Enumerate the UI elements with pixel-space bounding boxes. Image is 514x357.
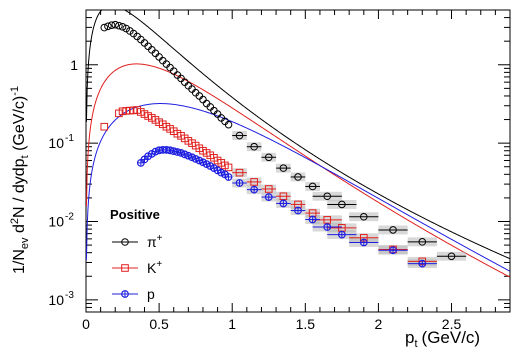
data-point bbox=[323, 192, 332, 201]
data-point bbox=[264, 193, 273, 201]
legend-title: Positive bbox=[110, 207, 160, 222]
data-point bbox=[235, 179, 244, 187]
marker-circle bbox=[235, 131, 244, 140]
marker-circle bbox=[250, 142, 258, 151]
marker-circle bbox=[111, 20, 120, 29]
y-tick-exponent: -2 bbox=[65, 211, 74, 222]
data-point bbox=[224, 173, 233, 181]
data-point bbox=[308, 182, 317, 191]
legend-marker bbox=[121, 290, 129, 298]
data-point bbox=[199, 95, 207, 104]
data-point bbox=[100, 23, 109, 32]
marker-circle bbox=[224, 120, 233, 129]
data-point bbox=[104, 22, 112, 31]
data-point bbox=[264, 153, 273, 162]
data-point bbox=[155, 53, 163, 61]
legend-marker bbox=[121, 264, 129, 272]
series-circle bbox=[100, 20, 467, 261]
marker-square bbox=[224, 163, 233, 172]
marker-square bbox=[100, 122, 109, 131]
legend-label: p bbox=[147, 286, 155, 302]
marker-circle bbox=[199, 95, 207, 104]
marker-circle bbox=[323, 192, 332, 201]
y-axis-label: 1/Nev d2N / dydpt (GeV/c)-1 bbox=[9, 86, 31, 274]
marker-circle bbox=[389, 226, 397, 234]
data-point bbox=[308, 215, 317, 224]
legend: Positive π+ K+ p bbox=[110, 207, 163, 302]
marker-circle bbox=[121, 238, 129, 246]
data-point bbox=[279, 164, 288, 172]
data-point bbox=[389, 246, 397, 255]
data-point bbox=[250, 142, 258, 151]
fit-curve-circle bbox=[86, 10, 510, 260]
marker-circle bbox=[264, 153, 273, 162]
data-point bbox=[264, 185, 273, 193]
data-point bbox=[337, 230, 346, 239]
data-point bbox=[250, 185, 259, 194]
data-point bbox=[359, 212, 368, 221]
data-point bbox=[224, 163, 233, 172]
marker-square bbox=[121, 264, 129, 272]
marker-circle bbox=[100, 23, 109, 32]
fit-curve-square bbox=[86, 63, 510, 278]
x-tick-label: 0 bbox=[82, 316, 90, 332]
data-point bbox=[389, 226, 397, 234]
data-point bbox=[418, 238, 427, 246]
data-point bbox=[294, 173, 302, 181]
data-point bbox=[118, 23, 127, 31]
data-point bbox=[224, 120, 233, 129]
fit-curve-cross-circle bbox=[86, 103, 510, 272]
x-tick-label: 0.5 bbox=[149, 316, 169, 332]
legend-marker bbox=[121, 238, 129, 246]
marker-square bbox=[235, 168, 244, 177]
marker-circle bbox=[308, 182, 317, 191]
x-tick-label: 2 bbox=[375, 316, 383, 332]
legend-label: K+ bbox=[147, 259, 162, 276]
marker-circle bbox=[294, 173, 302, 181]
marker-square bbox=[250, 178, 258, 186]
marker-circle bbox=[107, 21, 116, 29]
marker-circle bbox=[338, 200, 346, 209]
data-point bbox=[418, 259, 427, 268]
marker-circle bbox=[118, 23, 127, 31]
data-point bbox=[115, 21, 123, 30]
x-tick-label: 2.5 bbox=[442, 316, 462, 332]
y-tick-label: 10 bbox=[48, 213, 64, 229]
data-point bbox=[359, 238, 368, 247]
marker-circle bbox=[447, 252, 456, 261]
marker-circle bbox=[115, 21, 123, 30]
marker-circle bbox=[279, 164, 288, 172]
y-tick-exponent: -3 bbox=[65, 290, 74, 301]
data-point bbox=[111, 20, 120, 29]
marker-circle bbox=[359, 212, 368, 221]
data-point bbox=[323, 223, 332, 231]
data-point bbox=[235, 131, 244, 140]
data-point bbox=[447, 252, 456, 261]
marker-square bbox=[264, 185, 273, 193]
data-point bbox=[294, 206, 302, 215]
y-tick-label: 10 bbox=[48, 135, 64, 151]
y-tick-exponent: -1 bbox=[65, 133, 74, 144]
x-tick-label: 1.5 bbox=[296, 316, 316, 332]
marker-circle bbox=[418, 238, 427, 246]
legend-label: π+ bbox=[147, 233, 163, 250]
y-tick-label: 10 bbox=[48, 292, 64, 308]
marker-circle bbox=[155, 53, 163, 61]
data-point bbox=[338, 200, 346, 209]
data-point bbox=[107, 21, 116, 29]
x-tick-label: 1 bbox=[228, 316, 236, 332]
series-cross-circle bbox=[136, 145, 437, 268]
data-point bbox=[100, 122, 109, 131]
y-tick-label: 1 bbox=[70, 57, 78, 73]
marker-circle bbox=[104, 22, 112, 31]
data-point bbox=[235, 168, 244, 177]
x-axis-label: pt (GeV/c) bbox=[405, 328, 480, 350]
data-point bbox=[250, 178, 258, 186]
data-point bbox=[279, 199, 288, 208]
